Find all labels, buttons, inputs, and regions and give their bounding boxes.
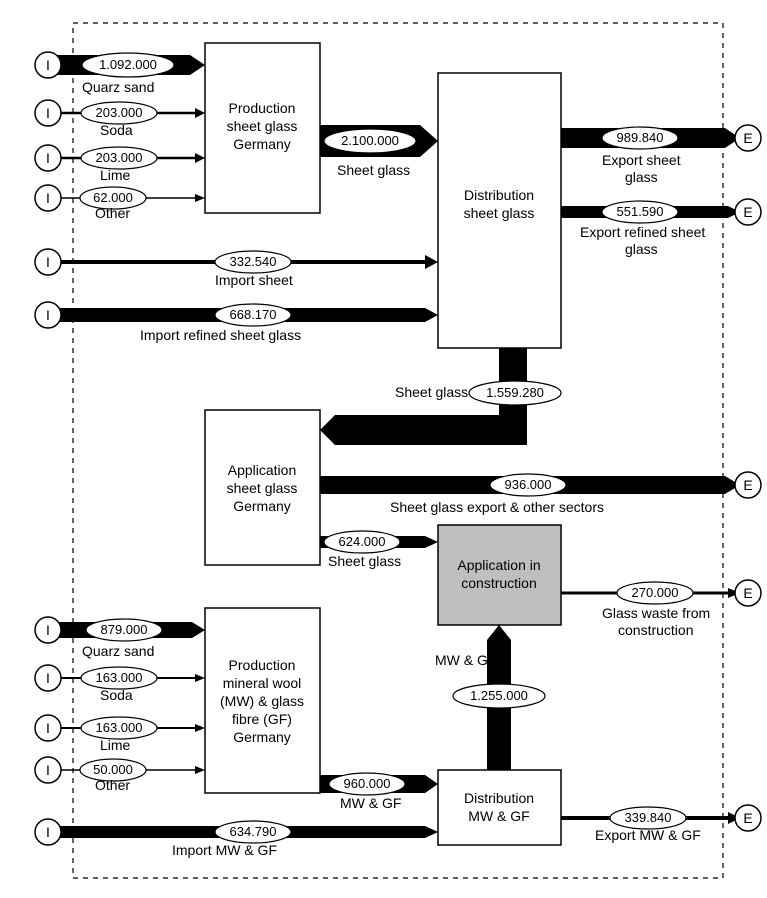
lbl-exp-mw: Export MW & GF	[595, 827, 701, 843]
flow-lime2-head	[195, 724, 205, 732]
val-soda1: 203.000	[96, 105, 143, 120]
box-app-constr-l1: Application in	[457, 557, 540, 573]
lbl-exp-sheet2: glass	[625, 169, 658, 185]
flow-soda1-head	[195, 108, 205, 118]
port-I3: I	[46, 150, 50, 166]
port-I2: I	[46, 105, 50, 121]
flow-imp-sheet-head	[425, 255, 438, 269]
box-prod-mw-l1: Production	[229, 657, 296, 673]
lbl-imp-sheet: Import sheet	[215, 272, 293, 288]
port-I4: I	[46, 190, 50, 206]
box-dist-sheet-l2: sheet glass	[464, 205, 535, 221]
lbl-imp-ref: Import refined sheet glass	[140, 327, 301, 343]
val-imp-ref: 668.170	[230, 307, 277, 322]
val-sheet-out: 2.100.000	[341, 133, 399, 148]
port-I11: I	[46, 824, 50, 840]
lbl-other2: Other	[95, 777, 130, 793]
lbl-soda1: Soda	[100, 122, 133, 138]
val-to-app: 1.559.280	[486, 385, 544, 400]
port-E3: E	[743, 477, 752, 493]
lbl-exp-sheet: Export sheet	[602, 152, 681, 168]
box-prod-mw-l2: mineral wool	[223, 675, 302, 691]
lbl-sg-export: Sheet glass export & other sectors	[390, 499, 604, 515]
port-I10: I	[46, 762, 50, 778]
port-E2: E	[743, 204, 752, 220]
val-other1: 62.000	[93, 190, 133, 205]
val-exp-ref: 551.590	[617, 204, 664, 219]
val-mw-up: 1.255.000	[470, 688, 528, 703]
box-prod-mw-l3: (MW) & glass	[220, 693, 304, 709]
lbl-exp-ref2: glass	[625, 241, 658, 257]
flow-other2-head	[195, 766, 205, 774]
val-sg-export: 936.000	[505, 477, 552, 492]
port-E5: E	[743, 810, 752, 826]
val-lime1: 203.000	[96, 150, 143, 165]
box-dist-mw-l2: MW & GF	[468, 808, 529, 824]
val-waste: 270.000	[632, 585, 679, 600]
val-soda2: 163.000	[96, 670, 143, 685]
lbl-exp-ref: Export refined sheet	[580, 224, 705, 240]
flow-other1-head	[195, 194, 205, 202]
port-I9: I	[46, 720, 50, 736]
box-dist-sheet-l1: Distribution	[464, 187, 534, 203]
val-mw-out: 960.000	[344, 776, 391, 791]
val-quartz2: 879.000	[101, 622, 148, 637]
box-prod-sheet-l3: Germany	[233, 136, 291, 152]
lbl-quartz1: Quarz sand	[82, 79, 154, 95]
box-prod-sheet-l1: Production	[229, 100, 296, 116]
box-prod-mw-l4: fibre (GF)	[232, 711, 292, 727]
port-I7: I	[46, 622, 50, 638]
val-quartz1: 1.092.000	[99, 57, 157, 72]
box-app-constr-l2: construction	[461, 575, 536, 591]
lbl-mw-out: MW & GF	[340, 795, 401, 811]
port-E1: E	[743, 130, 752, 146]
lbl-imp-mw: Import MW & GF	[172, 842, 277, 858]
val-imp-sheet: 332.540	[230, 254, 277, 269]
port-E4: E	[743, 585, 752, 601]
lbl-to-app: Sheet glass	[395, 384, 468, 400]
lbl-mw-up: MW & GF	[435, 652, 496, 668]
box-app-sheet-l1: Application	[228, 462, 297, 478]
val-imp-mw: 634.790	[230, 824, 277, 839]
val-to-constr: 624.000	[339, 534, 386, 549]
port-I6: I	[46, 307, 50, 323]
val-exp-sheet: 989.840	[617, 130, 664, 145]
lbl-waste: Glass waste from	[602, 605, 710, 621]
box-dist-mw-l1: Distribution	[464, 790, 534, 806]
box-app-sheet-l3: Germany	[233, 498, 291, 514]
lbl-sheet-out: Sheet glass	[337, 162, 410, 178]
lbl-other1: Other	[95, 205, 130, 221]
val-lime2: 163.000	[96, 720, 143, 735]
box-prod-mw-l5: Germany	[233, 729, 291, 745]
lbl-soda2: Soda	[100, 687, 133, 703]
lbl-waste2: construction	[618, 622, 693, 638]
val-other2: 50.000	[93, 762, 133, 777]
box-app-sheet-l2: sheet glass	[227, 480, 298, 496]
lbl-lime1: Lime	[100, 167, 131, 183]
lbl-quartz2: Quarz sand	[82, 643, 154, 659]
port-I5: I	[46, 254, 50, 270]
lbl-to-constr: Sheet glass	[328, 553, 401, 569]
box-prod-sheet-l2: sheet glass	[227, 118, 298, 134]
flow-lime1-head	[195, 153, 205, 163]
val-exp-mw: 339.840	[625, 810, 672, 825]
sankey-diagram: Production sheet glass Germany Distribut…	[0, 0, 767, 898]
port-I8: I	[46, 670, 50, 686]
lbl-lime2: Lime	[100, 737, 131, 753]
flow-soda2-head	[195, 674, 205, 682]
port-I1: I	[46, 57, 50, 73]
